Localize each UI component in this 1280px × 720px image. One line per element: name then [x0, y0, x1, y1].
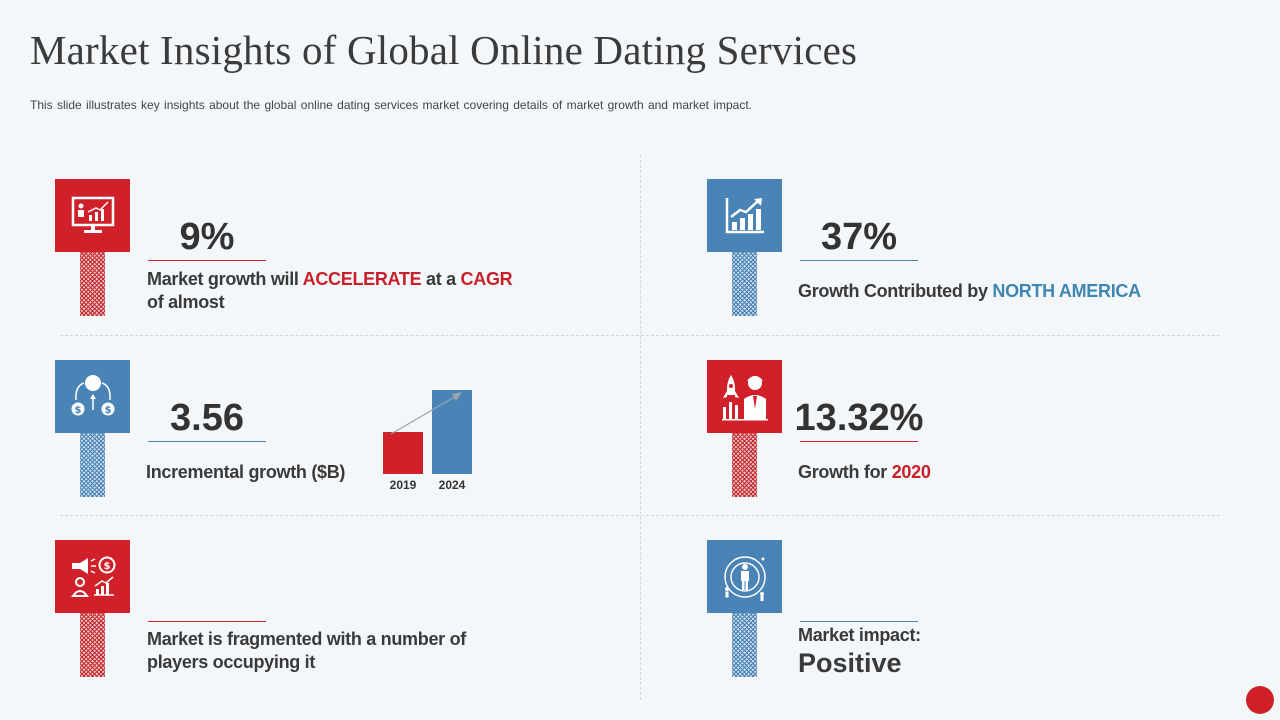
cagr-text-e: of almost — [147, 292, 225, 312]
fragmented-description: Market is fragmented with a number of pl… — [147, 628, 466, 674]
bar-chart-up-icon — [725, 197, 764, 233]
cagr-text-c: at a — [421, 269, 461, 289]
rocket-analyst-icon — [721, 374, 768, 420]
fragmented-text-a: Market is fragmented with a number of — [147, 629, 466, 649]
cagr-underline — [148, 260, 266, 261]
horizontal-divider-2 — [60, 515, 1220, 516]
target-audience-icon — [723, 555, 766, 601]
impact-description: Market impact: Positive — [798, 624, 921, 679]
growth-2020-sign — [707, 360, 782, 497]
page-title: Market Insights of Global Online Dating … — [30, 27, 858, 73]
sign-post — [732, 433, 757, 497]
growth-2020-text-year: 2020 — [891, 462, 931, 482]
north-america-sign — [707, 179, 782, 316]
cagr-value: 9% — [179, 216, 235, 258]
cagr-description: Market growth will ACCELERATE at a CAGR … — [147, 268, 513, 314]
cagr-sign — [55, 179, 130, 316]
north-america-text-a: Growth Contributed by — [798, 281, 993, 301]
sign-post — [732, 252, 757, 316]
incremental-underline — [148, 441, 266, 442]
cagr-text-accelerate: ACCELERATE — [302, 269, 422, 289]
incremental-value: 3.56 — [170, 397, 244, 439]
sign-post — [80, 252, 105, 316]
vertical-divider — [640, 155, 641, 700]
fragmented-sign: $ — [55, 540, 130, 677]
svg-text:$: $ — [74, 405, 81, 416]
bar-2019 — [383, 432, 423, 474]
growth-2020-underline — [800, 441, 918, 442]
north-america-text-region: NORTH AMERICA — [992, 281, 1141, 301]
north-america-underline — [800, 260, 918, 261]
cagr-text-cagr: CAGR — [460, 269, 513, 289]
marketing-players-icon: $ — [70, 556, 115, 597]
cagr-text-a: Market growth will — [147, 269, 303, 289]
presentation-chart-icon — [71, 196, 114, 233]
bar-2024 — [432, 390, 472, 474]
bar-label-2024: 2024 — [438, 478, 466, 492]
impact-label: Market impact: — [798, 625, 921, 645]
growth-2020-text-a: Growth for — [798, 462, 892, 482]
incremental-sign: $ $ — [55, 360, 130, 497]
svg-text:$: $ — [104, 405, 111, 416]
money-flow-icon: $ $ — [71, 374, 114, 416]
sign-post — [80, 613, 105, 677]
impact-value: Positive — [798, 648, 902, 678]
impact-underline — [800, 621, 918, 622]
page-subtitle: This slide illustrates key insights abou… — [30, 98, 753, 112]
svg-text:$: $ — [103, 561, 110, 572]
north-america-value: 37% — [820, 216, 898, 258]
fragmented-underline — [148, 621, 266, 622]
sign-post — [732, 613, 757, 677]
growth-2020-value: 13.32% — [794, 397, 924, 439]
fragmented-text-b: players occupying it — [147, 652, 316, 672]
impact-sign — [707, 540, 782, 677]
sign-post — [80, 433, 105, 497]
horizontal-divider-1 — [60, 335, 1220, 336]
bar-label-2019: 2019 — [389, 478, 417, 492]
growth-2020-description: Growth for 2020 — [798, 461, 931, 484]
incremental-description: Incremental growth ($B) — [146, 462, 346, 482]
north-america-description: Growth Contributed by NORTH AMERICA — [798, 280, 1141, 303]
corner-dot — [1246, 686, 1274, 714]
